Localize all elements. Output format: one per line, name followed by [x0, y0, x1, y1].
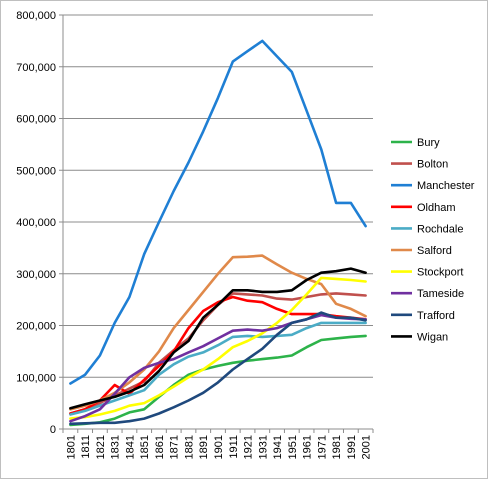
- legend-item-bury: Bury: [391, 137, 440, 149]
- y-tick-label: 200,000: [16, 321, 56, 333]
- y-tick-label: 500,000: [16, 165, 56, 177]
- x-tick-label: 1841: [124, 435, 136, 459]
- y-tick-label: 300,000: [16, 269, 56, 281]
- legend-label: Stockport: [417, 267, 463, 279]
- legend-item-trafford: Trafford: [391, 310, 455, 322]
- series-line-trafford: [69, 311, 367, 426]
- y-tick-label: 400,000: [16, 217, 56, 229]
- y-tick-label: 800,000: [16, 10, 56, 22]
- legend-label: Manchester: [417, 180, 475, 192]
- series-line-wigan: [69, 267, 367, 410]
- x-tick-label: 1831: [110, 435, 122, 459]
- x-tick-label: 2001: [361, 435, 373, 459]
- legend-label: Trafford: [417, 310, 455, 322]
- series-line-rochdale: [69, 321, 367, 416]
- x-tick-label: 1951: [287, 435, 299, 459]
- x-tick-label: 1891: [198, 435, 210, 459]
- x-tick-label: 1811: [80, 435, 92, 459]
- x-tick-label: 1991: [346, 435, 358, 459]
- legend-item-manchester: Manchester: [391, 180, 475, 192]
- legend-item-stockport: Stockport: [391, 267, 463, 279]
- legend-label: Bury: [417, 137, 440, 149]
- axes: [62, 15, 373, 430]
- x-tick-label: 1921: [243, 435, 255, 459]
- legend-label: Rochdale: [417, 223, 463, 235]
- series-line-bury: [69, 334, 367, 427]
- x-tick-label: 1801: [65, 435, 77, 459]
- legend-label: Salford: [417, 245, 452, 257]
- series-line-stockport: [69, 276, 367, 420]
- series-line-tameside: [69, 313, 367, 423]
- y-axis-ticks: 0 100,000 200,000 300,000 400,000 500,000 600,…: [16, 10, 63, 436]
- x-tick-label: 1911: [228, 435, 240, 459]
- x-tick-label: 1881: [183, 435, 195, 459]
- legend: Bury Bolton Manchester Oldham Rochdale Salfor…: [391, 137, 475, 343]
- series-lines: [69, 39, 367, 427]
- x-tick-label: 1901: [213, 435, 225, 459]
- x-tick-label: 1821: [95, 435, 107, 459]
- y-tick-label: 700,000: [16, 62, 56, 74]
- legend-item-tameside: Tameside: [391, 288, 464, 300]
- x-tick-label: 1961: [302, 435, 314, 459]
- legend-item-bolton: Bolton: [391, 159, 448, 171]
- y-tick-label: 0: [50, 424, 56, 436]
- x-axis-ticks: 1801 1811 1821 1831 1841 1851 1861 1871 1881 1891…: [62, 429, 374, 459]
- x-tick-label: 1931: [257, 435, 269, 459]
- y-tick-label: 600,000: [16, 114, 56, 126]
- x-tick-label: 1981: [331, 435, 343, 459]
- x-tick-label: 1941: [272, 435, 284, 459]
- legend-label: Oldham: [417, 202, 456, 214]
- legend-label: Tameside: [417, 288, 464, 300]
- legend-label: Wigan: [417, 331, 448, 343]
- legend-item-oldham: Oldham: [391, 202, 456, 214]
- x-tick-label: 1971: [316, 435, 328, 459]
- x-tick-label: 1851: [139, 435, 151, 459]
- legend-item-wigan: Wigan: [391, 331, 448, 343]
- legend-item-salford: Salford: [391, 245, 452, 257]
- legend-item-rochdale: Rochdale: [391, 223, 463, 235]
- x-tick-label: 1861: [154, 435, 166, 459]
- legend-label: Bolton: [417, 159, 448, 171]
- series-line-manchester: [69, 39, 367, 385]
- y-tick-label: 100,000: [16, 372, 56, 384]
- x-tick-label: 1871: [169, 435, 181, 459]
